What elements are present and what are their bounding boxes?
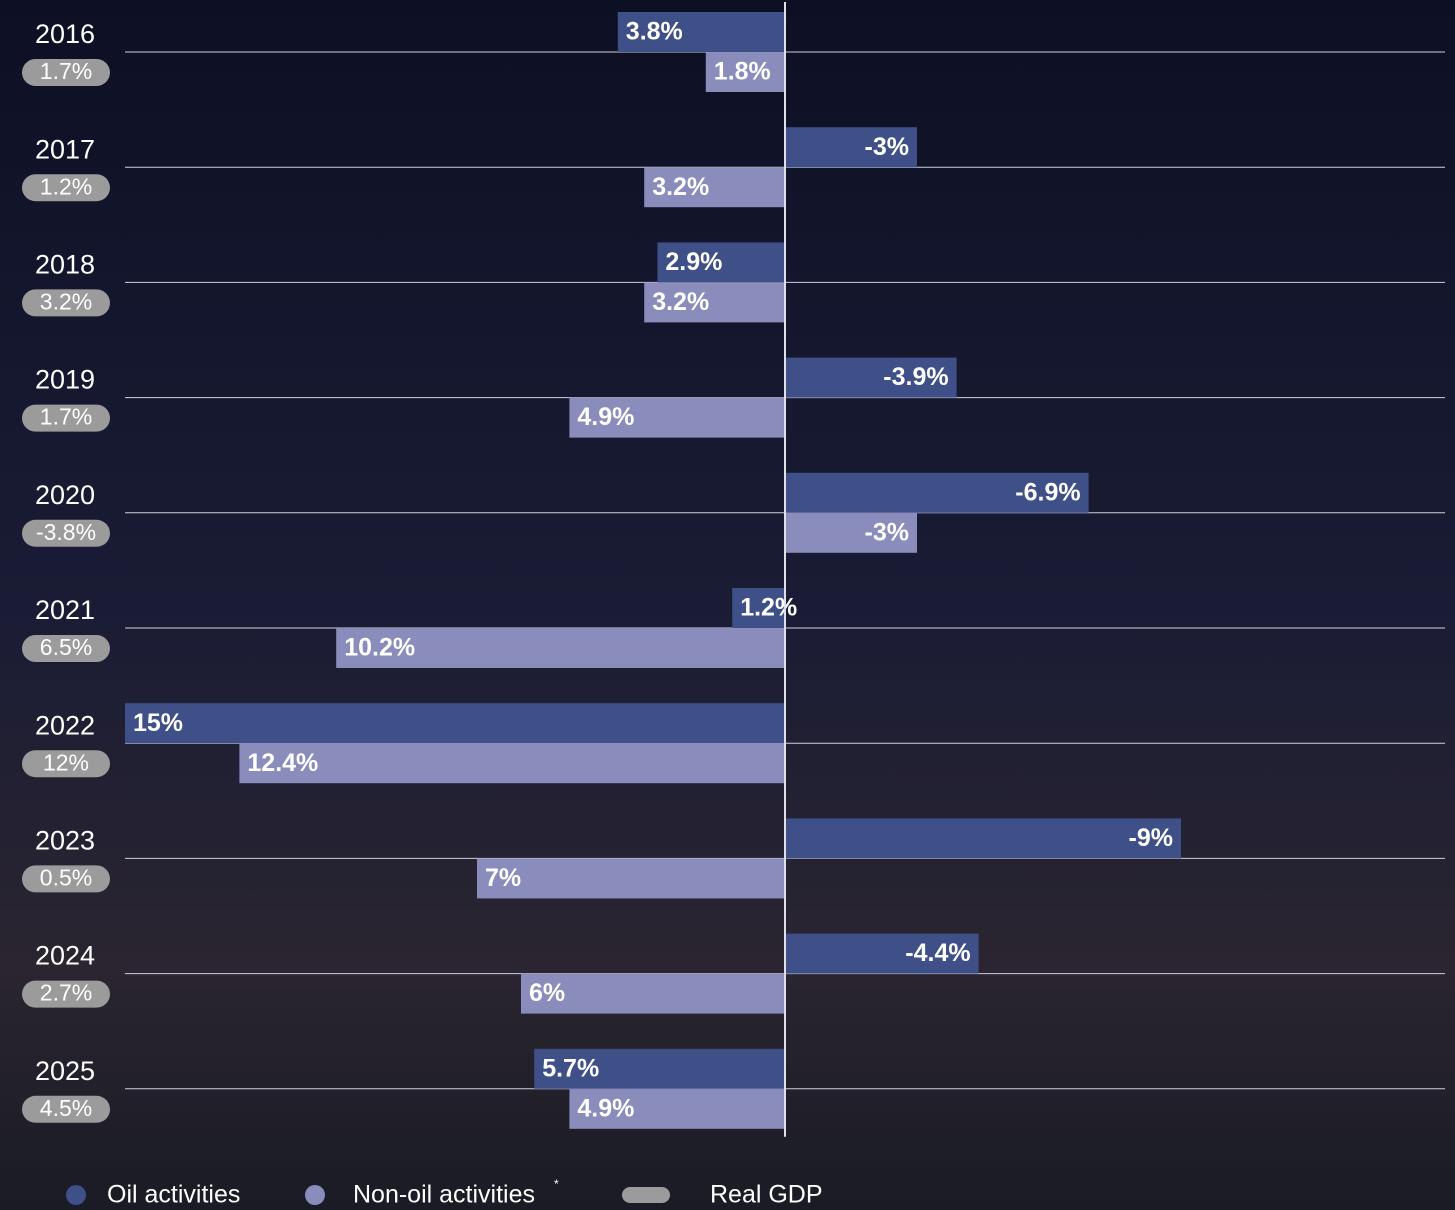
bar: [521, 973, 785, 1014]
gdp-pill-bg: [22, 404, 110, 432]
bar: [657, 242, 785, 283]
gdp-pill: -3.8%: [22, 519, 110, 547]
gdp-pill: 4.5%: [22, 1095, 110, 1123]
gdp-value-label: 0.5%: [40, 864, 92, 890]
category-label: 2016: [35, 19, 95, 49]
bar: [732, 588, 785, 628]
bar: [477, 858, 785, 899]
bar-value-label: 3.2%: [652, 288, 709, 316]
bar-value-label: 5.7%: [542, 1054, 599, 1082]
category-label: 2017: [35, 134, 95, 164]
gdp-value-label: 3.2%: [40, 288, 92, 314]
bar-value-label: 4.9%: [577, 1094, 634, 1122]
bar-value-label: 3.8%: [626, 18, 683, 46]
bar: [125, 703, 785, 744]
bar-value-label: 6%: [529, 979, 565, 1007]
bar: [705, 52, 785, 92]
bar: [534, 1048, 785, 1089]
gdp-pill: 6.5%: [22, 634, 110, 662]
gdp-value-label: 12%: [43, 749, 89, 775]
bar: [644, 167, 785, 208]
bar-value-label: 2.9%: [665, 248, 722, 276]
gdp-pill: 1.7%: [22, 404, 110, 432]
gdp-pill: 12%: [22, 749, 110, 778]
category-label: 2019: [35, 365, 95, 395]
gdp-pill-bg: [22, 59, 110, 86]
legend-footnote-mark: *: [554, 1177, 559, 1191]
bar: [336, 628, 785, 668]
legend-label: Non-oil activities: [353, 1181, 535, 1209]
bar-value-label: 7%: [485, 864, 521, 892]
bar-value-label: -9%: [1129, 824, 1173, 852]
gdp-value-label: 2.7%: [40, 980, 92, 1006]
gdp-value-label: 6.5%: [40, 634, 92, 660]
gdp-pill-bg: [22, 174, 110, 202]
bar-value-label: 3.2%: [652, 173, 709, 201]
gdp-pill-bg: [22, 1095, 110, 1123]
legend-marker: [622, 1187, 670, 1203]
category-label: 2018: [35, 250, 95, 280]
legend-marker: [66, 1185, 86, 1205]
category-label: 2024: [35, 941, 95, 971]
gdp-pill: 1.2%: [22, 173, 110, 202]
category-label: 2025: [35, 1056, 95, 1086]
category-label: 2023: [35, 826, 95, 856]
gdp-pill-bg: [22, 635, 110, 662]
gdp-value-label: 1.7%: [40, 58, 92, 84]
bar-value-label: -6.9%: [1015, 478, 1080, 506]
bar: [785, 818, 1181, 859]
legend-label: Oil activities: [107, 1181, 240, 1209]
category-label: 2021: [35, 595, 95, 625]
legend-marker: [305, 1185, 325, 1205]
bar: [644, 282, 785, 323]
bar-value-label: -3%: [865, 133, 909, 161]
gdp-value-label: 1.7%: [40, 404, 92, 430]
bar-value-label: -3.9%: [883, 363, 948, 391]
gdp-pill: 1.7%: [22, 58, 110, 86]
gdp-value-label: 4.5%: [40, 1095, 92, 1121]
gdp-pill: 2.7%: [22, 980, 110, 1008]
gdp-pill-bg: [22, 980, 110, 1008]
bar-value-label: 1.2%: [740, 594, 797, 622]
gdp-pill-bg: [22, 865, 110, 893]
bar-value-label: -4.4%: [905, 939, 970, 967]
gdp-pill-bg: [22, 289, 110, 317]
legend-label: Real GDP: [710, 1181, 823, 1209]
gdp-pill-bg: [22, 519, 110, 547]
bar: [569, 1088, 785, 1129]
bar-value-label: 1.8%: [714, 58, 771, 86]
bar: [785, 472, 1089, 513]
bar-value-label: 4.9%: [577, 403, 634, 431]
bar-value-label: 15%: [133, 709, 183, 737]
bar: [239, 743, 785, 784]
bar: [785, 357, 957, 398]
gdp-value-label: -3.8%: [36, 519, 96, 545]
bar: [785, 933, 979, 974]
category-label: 2020: [35, 480, 95, 510]
gdp-pill-bg: [22, 750, 110, 778]
gdp-pill: 3.2%: [22, 288, 110, 317]
gdp-pill: 0.5%: [22, 864, 110, 893]
bar-value-label: -3%: [865, 518, 909, 546]
gdp-value-label: 1.2%: [40, 173, 92, 199]
category-label: 2022: [35, 710, 95, 740]
bar: [785, 512, 917, 553]
bar-value-label: 10.2%: [344, 634, 415, 662]
bar: [785, 127, 917, 168]
bar-value-label: 12.4%: [247, 749, 318, 777]
bar: [617, 12, 785, 52]
bar: [569, 397, 785, 438]
